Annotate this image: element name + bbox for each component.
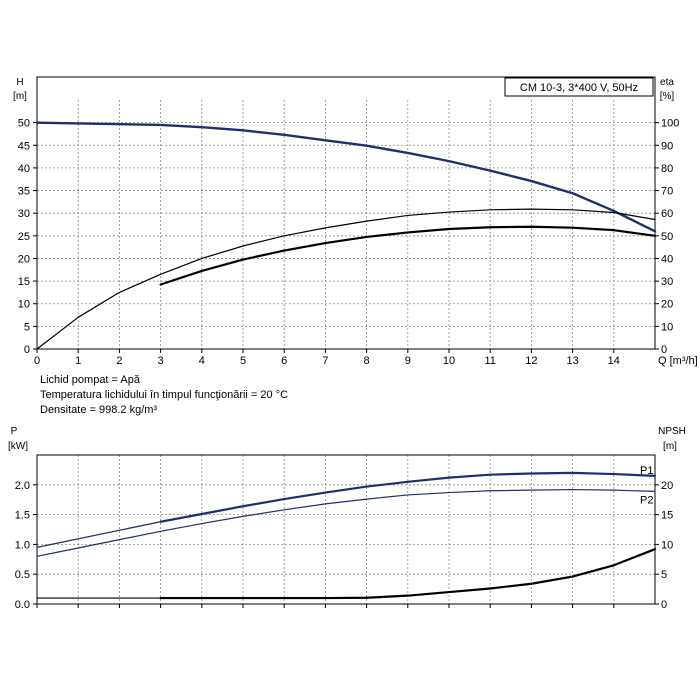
bottom-right-tick-label-0: 0 <box>661 599 667 611</box>
fluid-info-line-2: Temperatura lichidului în timpul funcţio… <box>40 389 289 401</box>
top-x-tick-label-2: 2 <box>116 355 122 367</box>
top-left-tick-label-10: 50 <box>18 118 30 130</box>
bottom-series-line-2 <box>36 488 656 557</box>
right-axis-label-npsh: NPSH <box>658 426 686 437</box>
top-x-tick-label-6: 6 <box>281 355 287 367</box>
right-axis-label-eta: eta <box>660 77 674 88</box>
x-axis-label: Q [m³/h] <box>658 355 698 367</box>
top-right-tick-label-3: 30 <box>661 276 673 288</box>
top-x-tick-label-13: 13 <box>566 355 578 367</box>
fluid-info-line-1: Lichid pompat = Apă <box>40 374 140 386</box>
top-left-tick-label-1: 5 <box>24 321 30 333</box>
chart-title-box <box>504 77 654 97</box>
top-x-tick-label-7: 7 <box>322 355 328 367</box>
top-x-tick-label-11: 11 <box>484 355 495 367</box>
bottom-left-tick-label-0: 0.0 <box>15 599 30 611</box>
left-axis-unit-kw: [kW] <box>8 441 28 452</box>
bottom-left-tick-label-3: 1.5 <box>15 510 30 522</box>
top-series-line-1 <box>36 208 656 350</box>
left-axis-label-h: H <box>16 77 23 88</box>
top-left-tick-label-2: 10 <box>18 299 30 311</box>
top-series-line-0 <box>35 121 657 233</box>
curve-label-p2: P2 <box>640 495 653 507</box>
top-right-tick-label-0: 0 <box>661 344 667 356</box>
top-x-tick-label-12: 12 <box>525 355 537 367</box>
left-axis-unit-m: [m] <box>13 91 27 102</box>
top-x-tick-label-10: 10 <box>443 355 455 367</box>
top-right-tick-label-8: 80 <box>661 163 673 175</box>
right-axis-unit-pct: [%] <box>660 91 675 102</box>
top-left-tick-label-9: 45 <box>18 140 30 152</box>
top-x-tick-label-8: 8 <box>364 355 370 367</box>
top-right-tick-label-4: 40 <box>661 253 673 265</box>
bottom-series-line-4 <box>159 548 657 600</box>
left-axis-label-p: P <box>11 426 18 437</box>
bottom-series-line-1 <box>159 471 657 523</box>
right-axis-unit-m: [m] <box>663 441 677 452</box>
top-x-tick-label-0: 0 <box>34 355 40 367</box>
bottom-right-tick-label-2: 10 <box>661 539 673 551</box>
top-left-tick-label-6: 30 <box>18 208 30 220</box>
bottom-plot-frame <box>36 454 656 605</box>
curve-label-p1: P1 <box>640 465 653 477</box>
top-x-tick-label-14: 14 <box>608 355 620 367</box>
top-x-tick-label-9: 9 <box>405 355 411 367</box>
top-right-tick-label-10: 100 <box>661 118 679 130</box>
bottom-right-tick-label-4: 20 <box>661 480 673 492</box>
top-right-tick-label-6: 60 <box>661 208 673 220</box>
top-right-tick-label-9: 90 <box>661 140 673 152</box>
bottom-right-tick-label-3: 15 <box>661 510 673 522</box>
bottom-left-tick-label-1: 0.5 <box>15 569 30 581</box>
fluid-info-line-3: Densitate = 998.2 kg/m³ <box>40 404 158 416</box>
top-left-tick-label-0: 0 <box>24 344 30 356</box>
top-x-tick-label-1: 1 <box>75 355 81 367</box>
power-npsh-plot: 0.0 0.5 1.0 1.5 2.0 0 5 10 15 20 P [kW] NPSH [m] P1 P2 <box>8 426 686 611</box>
top-left-tick-label-3: 15 <box>18 276 30 288</box>
bottom-left-tick-label-4: 2.0 <box>15 480 30 492</box>
top-right-tick-label-5: 50 <box>661 231 673 243</box>
top-x-tick-label-4: 4 <box>199 355 205 367</box>
head-efficiency-plot: 0510152025303540455001020304050607080901… <box>13 76 698 367</box>
top-left-tick-label-4: 20 <box>18 253 30 265</box>
top-x-tick-label-3: 3 <box>158 355 164 367</box>
top-right-tick-label-2: 20 <box>661 299 673 311</box>
top-left-tick-label-7: 35 <box>18 186 30 198</box>
top-x-tick-label-5: 5 <box>240 355 246 367</box>
top-right-tick-label-7: 70 <box>661 186 673 198</box>
top-left-tick-label-8: 40 <box>18 163 30 175</box>
top-right-tick-label-1: 10 <box>661 321 673 333</box>
bottom-right-tick-label-1: 5 <box>661 569 667 581</box>
chart-title: CM 10-3, 3*400 V, 50Hz <box>520 82 638 94</box>
top-series-line-2 <box>159 225 657 286</box>
top-left-tick-label-5: 25 <box>18 231 30 243</box>
bottom-left-tick-label-2: 1.0 <box>15 539 30 551</box>
bottom-series-line-0 <box>36 521 162 549</box>
